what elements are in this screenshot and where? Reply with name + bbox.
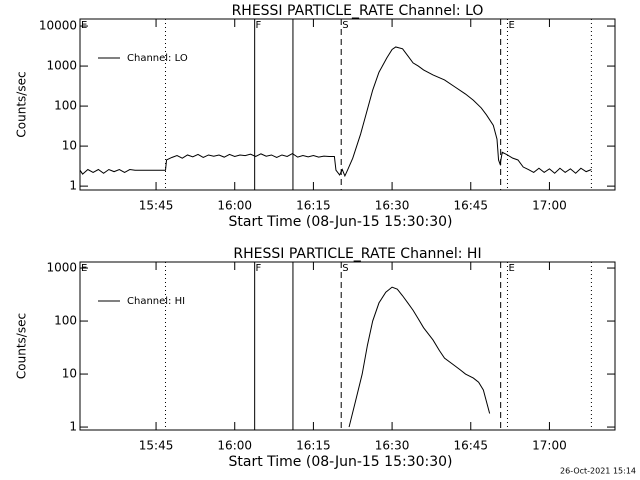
plot-frame [79,18,616,191]
chart-title: RHESSI PARTICLE_RATE Channel: LO [232,3,484,19]
x-tick-label: 16:00 [217,199,252,213]
marker-label: F [255,263,261,274]
y-tick-label: 1000 [46,261,77,275]
data-line [348,286,491,428]
y-tick-label: 10 [62,367,77,381]
x-tick-label: 16:30 [375,199,410,213]
marker-label: E [81,263,87,274]
y-tick-label: 1 [69,179,77,193]
y-axis-label: Counts/sec [15,313,29,379]
x-tick-label: 16:15 [296,199,331,213]
plot-frame [79,261,616,431]
legend-label: Channel: LO [127,53,188,64]
x-tick-label: 16:00 [217,439,252,453]
marker-label: E [509,263,515,274]
x-tick-label: 16:30 [375,439,410,453]
y-tick-label: 10000 [39,19,77,33]
y-tick-label: 1 [69,420,77,434]
data-line [79,46,592,178]
legend-label: Channel: HI [127,296,185,307]
x-tick-label: 15:45 [139,199,174,213]
y-tick-label: 100 [54,314,77,328]
x-axis-label: Start Time (08-Jun-15 15:30:30) [229,214,453,230]
x-tick-label: 16:45 [453,439,488,453]
marker-label: E [81,20,87,31]
x-axis-label: Start Time (08-Jun-15 15:30:30) [229,454,453,470]
chart-title: RHESSI PARTICLE_RATE Channel: HI [233,246,481,262]
y-axis-label: Counts/sec [15,71,29,137]
y-tick-label: 100 [54,99,77,113]
x-tick-label: 17:00 [532,199,567,213]
footer: 26-Oct-2021 15:14 [560,467,636,476]
x-tick-label: 17:00 [532,439,567,453]
x-tick-label: 15:45 [139,439,174,453]
y-tick-label: 10 [62,139,77,153]
y-tick-label: 1000 [46,59,77,73]
marker-label: F [255,20,261,31]
marker-label: S [342,20,348,31]
marker-label: S [342,263,348,274]
x-tick-label: 16:45 [453,199,488,213]
x-tick-label: 16:15 [296,439,331,453]
marker-label: E [509,20,515,31]
